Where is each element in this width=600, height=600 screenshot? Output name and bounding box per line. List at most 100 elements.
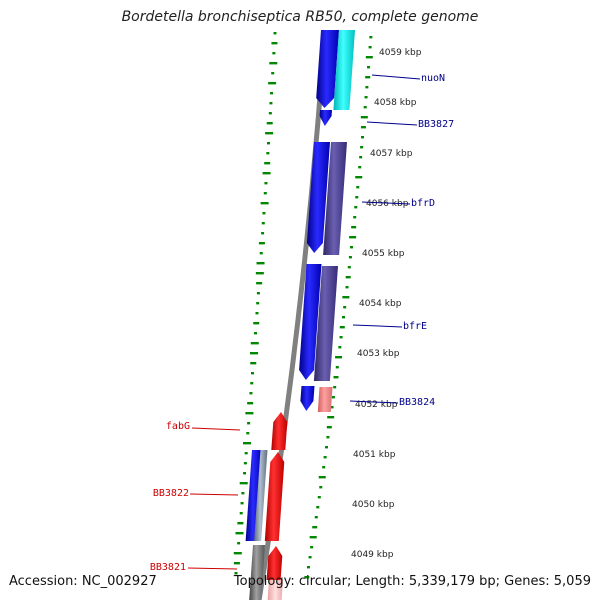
gc-tick bbox=[316, 506, 320, 509]
gene-label[interactable]: fabG bbox=[166, 421, 190, 432]
gc-tick bbox=[341, 316, 345, 319]
cds-feature bbox=[319, 110, 332, 126]
gc-tick bbox=[354, 206, 358, 209]
gc-tick bbox=[242, 442, 251, 445]
gc-tick bbox=[269, 102, 273, 105]
gc-tick bbox=[367, 66, 371, 69]
cds-feature bbox=[249, 545, 265, 600]
gene-leader-line bbox=[361, 201, 411, 205]
gene-label[interactable]: bfrE bbox=[403, 321, 427, 332]
ruler-tick-label: 4054 kbp bbox=[359, 299, 402, 309]
gc-tick bbox=[359, 156, 363, 159]
gene-label[interactable]: BB3827 bbox=[418, 119, 454, 130]
cds-feature bbox=[316, 30, 339, 108]
gc-tick bbox=[309, 536, 317, 539]
gc-tick bbox=[239, 482, 248, 485]
gc-tick bbox=[233, 552, 242, 555]
gc-tick bbox=[368, 46, 372, 49]
ruler-tick-label: 4055 kbp bbox=[362, 249, 405, 259]
gc-tick bbox=[255, 272, 264, 275]
gc-tick bbox=[355, 176, 363, 179]
gc-tick bbox=[271, 42, 278, 45]
gc-tick bbox=[261, 232, 265, 235]
gc-tick bbox=[261, 222, 265, 225]
gc-tick bbox=[262, 212, 266, 215]
gc-tick bbox=[365, 56, 373, 59]
gene-leader-line bbox=[349, 400, 399, 404]
gc-tick bbox=[360, 126, 366, 129]
cds-feature bbox=[267, 580, 283, 600]
gc-tick bbox=[255, 312, 259, 315]
gc-tick bbox=[308, 556, 312, 559]
gc-tick bbox=[358, 166, 362, 169]
gc-tick bbox=[317, 496, 321, 499]
cds-feature bbox=[271, 412, 288, 450]
map-title: Bordetella bronchiseptica RB50, complete… bbox=[121, 9, 479, 25]
gene-label[interactable]: nuoN bbox=[421, 73, 445, 84]
gc-tick bbox=[244, 452, 248, 455]
gc-tick bbox=[319, 486, 323, 489]
gc-tick bbox=[331, 396, 335, 399]
gene-label[interactable]: BB3824 bbox=[399, 397, 435, 408]
gc-tick bbox=[330, 406, 334, 409]
gc-tick bbox=[365, 86, 369, 89]
gc-tick bbox=[262, 172, 271, 175]
gc-tick bbox=[345, 286, 349, 289]
gc-tick bbox=[339, 326, 345, 329]
ruler-tick-label: 4050 kbp bbox=[352, 500, 395, 510]
gc-tick bbox=[241, 492, 245, 495]
gc-tick bbox=[263, 192, 267, 195]
gc-tick bbox=[264, 162, 271, 165]
gc-tick bbox=[266, 122, 273, 125]
gc-tick bbox=[249, 392, 253, 395]
gc-tick bbox=[256, 292, 260, 295]
gene-leader-line bbox=[187, 567, 238, 570]
gene-label[interactable]: BB3821 bbox=[150, 562, 186, 573]
gc-tick bbox=[360, 146, 364, 149]
cds-feature bbox=[264, 452, 285, 541]
cds-feature bbox=[317, 387, 333, 412]
gc-tick bbox=[322, 466, 326, 469]
cds-feature bbox=[300, 386, 315, 411]
gene-leader-line bbox=[191, 427, 241, 431]
ruler-tick-label: 4051 kbp bbox=[353, 450, 396, 460]
gc-tick bbox=[250, 362, 257, 365]
gc-tick bbox=[310, 546, 314, 549]
gc-tick bbox=[355, 196, 359, 199]
gene-label[interactable]: BB3822 bbox=[153, 488, 189, 499]
gc-tick bbox=[254, 332, 257, 335]
gc-tick bbox=[273, 32, 277, 35]
gc-tick bbox=[312, 526, 318, 529]
gc-tick bbox=[253, 322, 260, 325]
gc-tick bbox=[335, 356, 343, 359]
gc-tick bbox=[233, 562, 240, 565]
gc-tick bbox=[268, 112, 272, 115]
gene-label[interactable]: bfrD bbox=[411, 198, 435, 209]
gc-tick bbox=[250, 342, 259, 345]
gc-tick bbox=[237, 522, 244, 525]
gc-tick bbox=[314, 516, 318, 519]
ruler-tick-label: 4052 kbp bbox=[355, 400, 398, 410]
gc-tick bbox=[333, 376, 339, 379]
gc-tick bbox=[356, 186, 360, 189]
gc-tick bbox=[306, 566, 310, 569]
gc-tick bbox=[325, 446, 329, 449]
gc-tick bbox=[243, 462, 247, 465]
gc-content-track bbox=[233, 32, 373, 579]
gc-tick bbox=[268, 82, 277, 85]
gc-tick bbox=[271, 72, 275, 75]
gc-tick bbox=[343, 306, 347, 309]
gc-tick bbox=[247, 422, 251, 425]
gc-tick bbox=[240, 502, 244, 505]
gc-tick bbox=[338, 346, 342, 349]
gc-tick bbox=[364, 96, 368, 99]
ruler-tick-label: 4058 kbp bbox=[374, 98, 417, 108]
cds-feature bbox=[333, 30, 355, 110]
position-ruler: 4059 kbp 4058 kbp 4057 kbp 4056 kbp 4055 kbp… bbox=[351, 48, 422, 560]
gene-leader-line bbox=[189, 493, 239, 496]
gc-tick bbox=[335, 366, 339, 369]
cds-feature bbox=[306, 142, 330, 253]
gene-leader-line bbox=[371, 74, 421, 80]
ruler-tick-label: 4053 kbp bbox=[357, 349, 400, 359]
